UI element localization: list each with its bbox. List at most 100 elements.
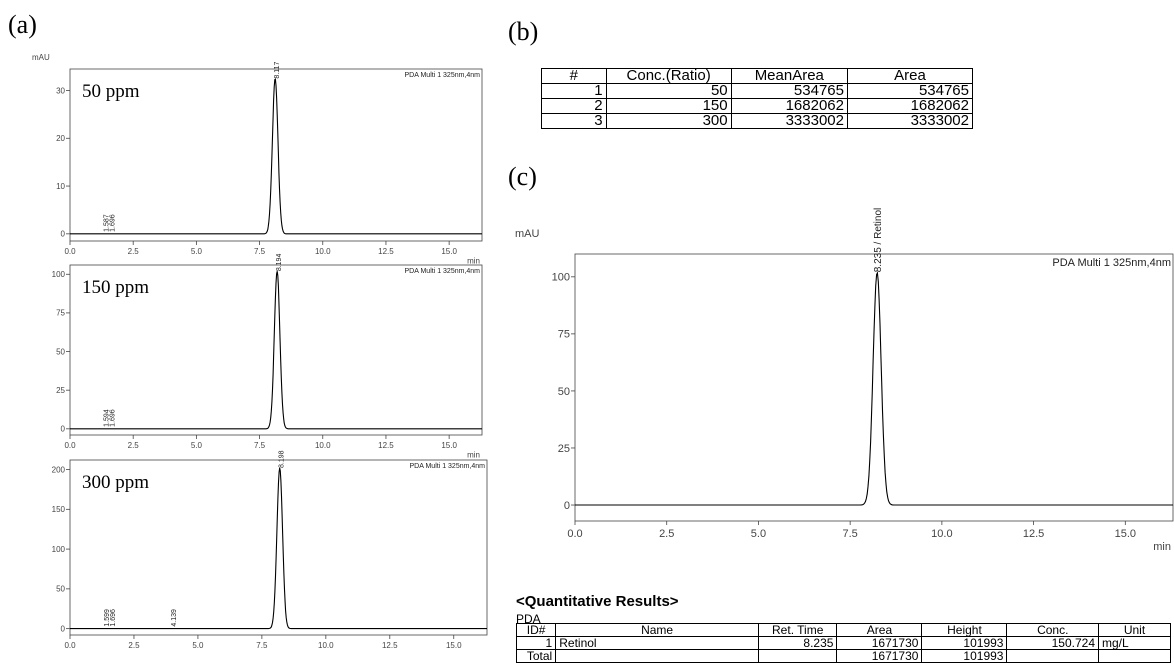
x-tick-label: 5.0 — [751, 528, 766, 540]
quant-header-cell: ID# — [515, 623, 557, 637]
concentration-label: 300 ppm — [82, 472, 149, 493]
x-tick-label: 7.5 — [254, 247, 266, 256]
detector-label: PDA Multi 1 325nm,4nm — [1052, 257, 1171, 269]
quant-header-cell: Conc. — [1006, 623, 1100, 637]
quant-results-title: <Quantitative Results> — [516, 593, 679, 610]
y-tick-label: 150 — [52, 505, 66, 514]
y-tick-label: 75 — [558, 329, 570, 341]
table-cell: Retinol — [555, 636, 759, 650]
x-tick-label: 7.5 — [843, 528, 858, 540]
table-row: 3 300 3333002 3333002 — [541, 113, 974, 129]
table-cell: 3333002 — [846, 113, 974, 129]
table-cell: 150 — [605, 98, 732, 114]
x-tick-label: 12.5 — [378, 247, 394, 256]
table-cell — [555, 649, 759, 663]
y-tick-label: 50 — [558, 386, 570, 398]
calibration-table: # Conc.(Ratio) MeanArea Area 1 50 534765… — [541, 68, 974, 129]
minor-peak-label: 4.139 — [171, 609, 178, 627]
y-tick-label: 0 — [61, 624, 66, 633]
calibration-header-cell: MeanArea — [730, 68, 848, 84]
detector-label: PDA Multi 1 325nm,4nm — [410, 463, 486, 470]
chromatogram-trace — [70, 467, 487, 630]
table-cell: 8.235 — [757, 636, 838, 650]
y-tick-label: 200 — [52, 465, 66, 474]
panel-label-b: (b) — [508, 17, 539, 46]
quant-results-table: ID# Name Ret. Time Area Height Conc. Uni… — [515, 623, 1171, 663]
x-tick-label: 15.0 — [441, 441, 457, 450]
quant-header-cell: Height — [921, 623, 1008, 637]
x-tick-label: 10.0 — [315, 441, 331, 450]
table-cell: 1 — [515, 636, 557, 650]
quant-header-cell: Ret. Time — [757, 623, 838, 637]
x-tick-label: 10.0 — [315, 247, 331, 256]
plot-frame — [69, 264, 483, 436]
minor-peak-label: 1.696 — [110, 214, 117, 232]
table-cell — [757, 649, 838, 663]
y-tick-label: 50 — [56, 585, 65, 594]
x-tick-label: 15.0 — [441, 247, 457, 256]
x-axis-label: min — [1153, 541, 1171, 553]
calibration-header-row: # Conc.(Ratio) MeanArea Area — [541, 68, 974, 84]
y-tick-label: 0 — [564, 500, 570, 512]
table-cell — [1006, 649, 1100, 663]
x-tick-label: 0.0 — [64, 641, 76, 650]
minor-peak-label: 1.587 — [103, 214, 110, 232]
y-tick-label: 20 — [56, 134, 65, 143]
table-cell: 1671730 — [836, 636, 923, 650]
table-row: Total 1671730 101993 — [515, 649, 1171, 663]
panel-label-a: (a) — [8, 10, 37, 39]
table-cell: 101993 — [921, 649, 1008, 663]
quant-header-row: ID# Name Ret. Time Area Height Conc. Uni… — [515, 623, 1171, 637]
peak-label: 8.117 — [274, 61, 281, 78]
table-cell: 101993 — [921, 636, 1008, 650]
y-tick-label: 100 — [52, 270, 66, 279]
table-cell: 150.724 — [1006, 636, 1100, 650]
x-tick-label: 15.0 — [1115, 528, 1136, 540]
x-tick-label: 2.5 — [659, 528, 674, 540]
table-row: 2 150 1682062 1682062 — [541, 98, 974, 114]
y-tick-label: 25 — [558, 443, 570, 455]
calibration-header-cell: Conc.(Ratio) — [605, 68, 732, 84]
detector-label: PDA Multi 1 325nm,4nm — [405, 268, 481, 275]
table-cell: 3 — [541, 113, 607, 129]
concentration-label: 150 ppm — [82, 277, 149, 298]
x-tick-label: 12.5 — [382, 641, 398, 650]
quant-header-cell: Name — [555, 623, 759, 637]
x-tick-label: 2.5 — [128, 247, 140, 256]
table-cell: 1682062 — [846, 98, 974, 114]
calibration-header-cell: Area — [846, 68, 974, 84]
x-tick-label: 5.0 — [191, 441, 203, 450]
detector-label: PDA Multi 1 325nm,4nm — [405, 72, 481, 79]
y-axis-label: mAU — [32, 53, 50, 62]
y-tick-label: 100 — [552, 272, 570, 284]
y-tick-label: 10 — [56, 182, 65, 191]
table-cell: 3333002 — [730, 113, 848, 129]
table-cell: 1671730 — [836, 649, 923, 663]
chromatogram-trace — [575, 270, 1173, 506]
x-tick-label: 0.0 — [64, 441, 76, 450]
y-tick-label: 100 — [52, 545, 66, 554]
y-tick-label: 0 — [61, 425, 66, 434]
table-cell: 1682062 — [730, 98, 848, 114]
x-axis-label: min — [467, 257, 480, 266]
peak-label: 8.235 / Retinol — [873, 208, 884, 273]
plot-frame — [69, 459, 488, 636]
y-tick-label: 75 — [56, 309, 65, 318]
chromatogram-trace — [70, 271, 482, 430]
x-tick-label: 5.0 — [191, 247, 203, 256]
x-tick-label: 10.0 — [318, 641, 334, 650]
x-tick-label: 5.0 — [192, 641, 204, 650]
table-row: 1 50 534765 534765 — [541, 83, 974, 99]
table-cell — [1098, 649, 1171, 663]
minor-peak-label: 1.696 — [110, 409, 117, 427]
x-tick-label: 7.5 — [256, 641, 268, 650]
y-tick-label: 0 — [61, 230, 66, 239]
x-tick-label: 2.5 — [128, 441, 140, 450]
concentration-label: 50 ppm — [82, 81, 140, 102]
table-row: 1 Retinol 8.235 1671730 101993 150.724 m… — [515, 636, 1171, 650]
minor-peak-label: 1.599 — [104, 609, 111, 627]
x-axis-label: min — [467, 451, 480, 460]
